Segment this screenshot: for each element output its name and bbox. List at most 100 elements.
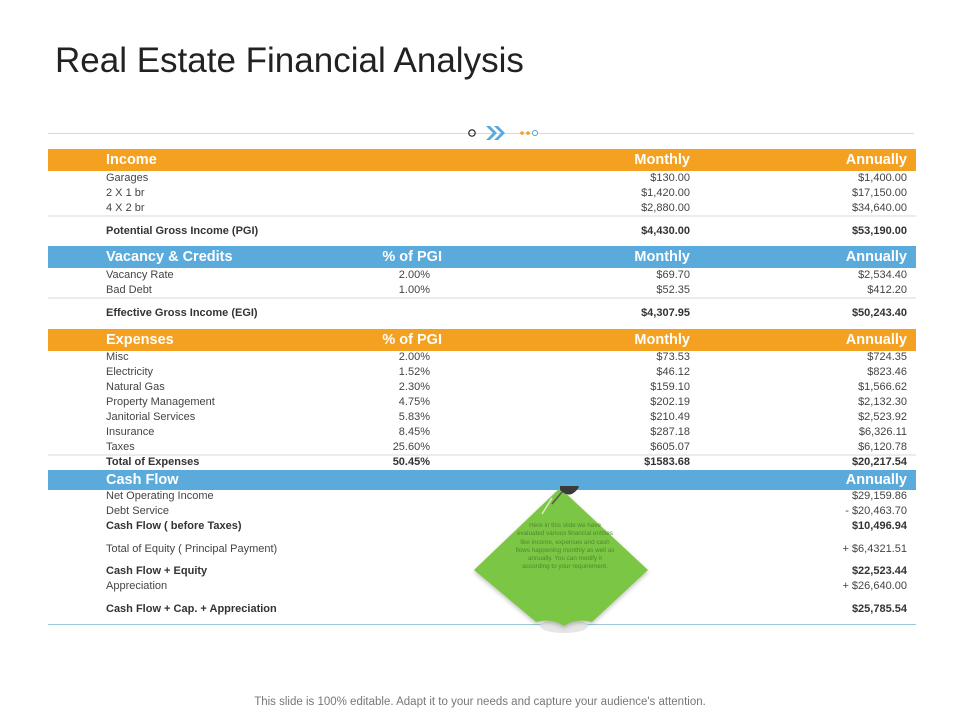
expenses-total-row: Total of Expenses 50.45% $1583.68 $20,21…	[48, 455, 916, 470]
arrow-decoration-icon	[468, 126, 539, 140]
row-annually: $724.35	[867, 351, 907, 363]
expense-row: Insurance 8.45% $287.18 $6,326.11	[48, 425, 916, 440]
page-title: Real Estate Financial Analysis	[55, 41, 524, 81]
row-label: Potential Gross Income (PGI)	[106, 225, 259, 237]
row-monthly: $202.19	[650, 396, 690, 408]
row-separator	[48, 454, 916, 456]
row-label: Vacancy Rate	[106, 269, 174, 281]
expenses-header-pct: % of PGI	[382, 332, 442, 348]
row-monthly: $4,430.00	[641, 225, 690, 237]
expense-row: Natural Gas 2.30% $159.10 $1,566.62	[48, 380, 916, 395]
row-label: Garages	[106, 172, 149, 184]
row-label: Janitorial Services	[106, 411, 196, 423]
expense-row: Misc 2.00% $73.53 $724.35	[48, 350, 916, 365]
row-annually: $1,566.62	[858, 381, 907, 393]
row-annually: $50,243.40	[851, 307, 907, 319]
expense-row: Taxes 25.60% $605.07 $6,120.78	[48, 440, 916, 455]
cashflow-row: Net Operating Income $29,159.86	[48, 489, 916, 504]
vacancy-total-row: Effective Gross Income (EGI) $4,307.95 $…	[48, 306, 916, 321]
row-label: Effective Gross Income (EGI)	[106, 307, 258, 319]
row-pct: 50.45%	[392, 456, 430, 468]
row-monthly: $159.10	[650, 381, 690, 393]
row-annually: $20,217.54	[851, 456, 907, 468]
expense-row: Janitorial Services 5.83% $210.49 $2,523…	[48, 410, 916, 425]
row-annually: $412.20	[867, 284, 907, 296]
row-pct: 1.00%	[398, 284, 430, 296]
row-annually: $1,400.00	[858, 172, 907, 184]
row-label: 4 X 2 br	[106, 202, 145, 214]
row-monthly: $1,420.00	[641, 187, 690, 199]
row-pct: 5.83%	[398, 411, 430, 423]
row-monthly: $605.07	[650, 441, 690, 453]
row-pct: 8.45%	[398, 426, 430, 438]
row-monthly: $287.18	[650, 426, 690, 438]
pushpin-icon	[551, 486, 579, 505]
row-label: Property Management	[106, 396, 215, 408]
vacancy-header-monthly: Monthly	[634, 249, 690, 265]
row-pct: 2.00%	[398, 351, 430, 363]
row-annually: $53,190.00	[851, 225, 907, 237]
row-monthly: $46.12	[656, 366, 690, 378]
row-monthly: $52.35	[656, 284, 690, 296]
row-annually: $17,150.00	[851, 187, 907, 199]
row-pct: 2.30%	[398, 381, 430, 393]
income-header-label: Income	[106, 152, 157, 168]
row-annually: $29,159.86	[851, 490, 907, 502]
row-monthly: $210.49	[650, 411, 690, 423]
income-row: 4 X 2 br $2,880.00 $34,640.00	[48, 201, 916, 216]
income-row: Garages $130.00 $1,400.00	[48, 171, 916, 186]
row-monthly: $130.00	[650, 172, 690, 184]
expenses-header-annually: Annually	[845, 332, 907, 348]
row-separator	[48, 297, 916, 299]
income-header-monthly: Monthly	[634, 152, 690, 168]
footer-text: This slide is 100% editable. Adapt it to…	[254, 696, 706, 708]
row-label: Insurance	[106, 426, 155, 438]
row-label: Net Operating Income	[106, 490, 214, 502]
vacancy-header: Vacancy & Credits % of PGI Monthly Annua…	[48, 246, 916, 268]
row-annually: $10,496.94	[851, 520, 907, 532]
row-label: Misc	[106, 351, 129, 363]
row-annually: $2,523.92	[858, 411, 907, 423]
row-label: Cash Flow + Equity	[106, 565, 208, 577]
row-annually: $2,534.40	[858, 269, 907, 281]
vacancy-header-annually: Annually	[845, 249, 907, 265]
row-label: Natural Gas	[106, 381, 165, 393]
sticky-note-text: Here in this slide we have evaluated var…	[515, 522, 615, 571]
row-annually: + $6,4321.51	[842, 543, 907, 555]
cashflow-row: Cash Flow + Cap. + Appreciation $25,785.…	[48, 602, 916, 617]
row-label: Appreciation	[106, 580, 168, 592]
vacancy-header-pct: % of PGI	[382, 249, 442, 265]
row-annually: $2,132.30	[858, 396, 907, 408]
income-header: Income Monthly Annually	[48, 149, 916, 171]
row-label: Total of Expenses	[106, 456, 200, 468]
top-divider	[48, 133, 914, 134]
row-label: Cash Flow ( before Taxes)	[106, 520, 242, 532]
row-separator	[48, 215, 916, 217]
table-bottom-line	[48, 624, 916, 625]
row-monthly: $2,880.00	[641, 202, 690, 214]
income-row: 2 X 1 br $1,420.00 $17,150.00	[48, 186, 916, 201]
cashflow-row: Cash Flow ( before Taxes) $10,496.94	[48, 519, 916, 534]
sticky-note	[474, 486, 648, 633]
row-monthly: $1583.68	[644, 456, 690, 468]
row-pct: 4.75%	[398, 396, 430, 408]
row-monthly: $73.53	[656, 351, 690, 363]
vacancy-row: Bad Debt 1.00% $52.35 $412.20	[48, 283, 916, 298]
income-header-annually: Annually	[845, 152, 907, 168]
row-annually: $34,640.00	[851, 202, 907, 214]
cashflow-header-label: Cash Flow	[106, 472, 179, 488]
vacancy-header-label: Vacancy & Credits	[106, 249, 233, 265]
expense-row: Electricity 1.52% $46.12 $823.46	[48, 365, 916, 380]
cashflow-row: Debt Service - $20,463.70	[48, 504, 916, 519]
row-annually: + $26,640.00	[842, 580, 907, 592]
expenses-header-monthly: Monthly	[634, 332, 690, 348]
cashflow-header-annually: Annually	[845, 472, 907, 488]
row-annually: $22,523.44	[851, 565, 907, 577]
row-annually: $6,120.78	[858, 441, 907, 453]
row-annually: - $20,463.70	[845, 505, 907, 517]
row-label: 2 X 1 br	[106, 187, 145, 199]
row-label: Total of Equity ( Principal Payment)	[106, 543, 278, 555]
cashflow-row: Cash Flow + Equity $22,523.44	[48, 564, 916, 579]
row-monthly: $69.70	[656, 269, 690, 281]
row-label: Bad Debt	[106, 284, 152, 296]
